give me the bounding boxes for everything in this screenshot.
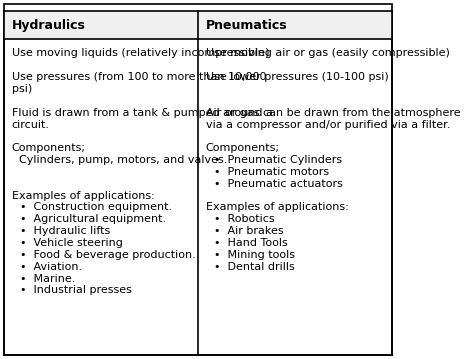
Text: •  Hand Tools: • Hand Tools <box>214 238 287 248</box>
Text: Hydraulics: Hydraulics <box>12 19 86 32</box>
Text: Use pressures (from 100 to more than 10,000: Use pressures (from 100 to more than 10,… <box>12 72 266 82</box>
Text: Cylinders, pump, motors, and valves.: Cylinders, pump, motors, and valves. <box>12 155 227 165</box>
Text: psi): psi) <box>12 84 32 94</box>
Text: circuit.: circuit. <box>12 120 50 130</box>
Text: •  Construction equipment.: • Construction equipment. <box>20 202 172 213</box>
Text: Use moving air or gas (easily compressible): Use moving air or gas (easily compressib… <box>206 48 450 59</box>
Text: Examples of applications:: Examples of applications: <box>206 202 348 213</box>
Text: Components;: Components; <box>206 143 280 153</box>
Bar <box>4 11 392 39</box>
Text: •  Industrial presses: • Industrial presses <box>20 285 132 295</box>
Text: •  Marine.: • Marine. <box>20 274 75 284</box>
Text: •  Pneumatic actuators: • Pneumatic actuators <box>214 179 343 189</box>
Text: •  Pneumatic motors: • Pneumatic motors <box>214 167 329 177</box>
Text: Pneumatics: Pneumatics <box>206 19 287 32</box>
Text: Examples of applications:: Examples of applications: <box>12 191 155 201</box>
Text: •  Vehicle steering: • Vehicle steering <box>20 238 123 248</box>
Text: •  Agricultural equipment.: • Agricultural equipment. <box>20 214 166 224</box>
Text: Use lower pressures (10-100 psi): Use lower pressures (10-100 psi) <box>206 72 389 82</box>
Text: •  Air brakes: • Air brakes <box>214 226 283 236</box>
Text: •  Aviation.: • Aviation. <box>20 262 82 272</box>
Text: Air or gas can be drawn from the atmosphere: Air or gas can be drawn from the atmosph… <box>206 108 460 118</box>
Text: •  Robotics: • Robotics <box>214 214 274 224</box>
Text: Fluid is drawn from a tank & pumped around a: Fluid is drawn from a tank & pumped arou… <box>12 108 273 118</box>
Text: •  Hydraulic lifts: • Hydraulic lifts <box>20 226 110 236</box>
FancyBboxPatch shape <box>4 4 392 355</box>
Text: Use moving liquids (relatively incompressible): Use moving liquids (relatively incompres… <box>12 48 269 59</box>
Text: •  Mining tools: • Mining tools <box>214 250 295 260</box>
Text: •  Dental drills: • Dental drills <box>214 262 294 272</box>
Text: •  Food & beverage production.: • Food & beverage production. <box>20 250 196 260</box>
Text: Components;: Components; <box>12 143 86 153</box>
Text: •  Pneumatic Cylinders: • Pneumatic Cylinders <box>214 155 342 165</box>
Text: via a compressor and/or purified via a filter.: via a compressor and/or purified via a f… <box>206 120 450 130</box>
